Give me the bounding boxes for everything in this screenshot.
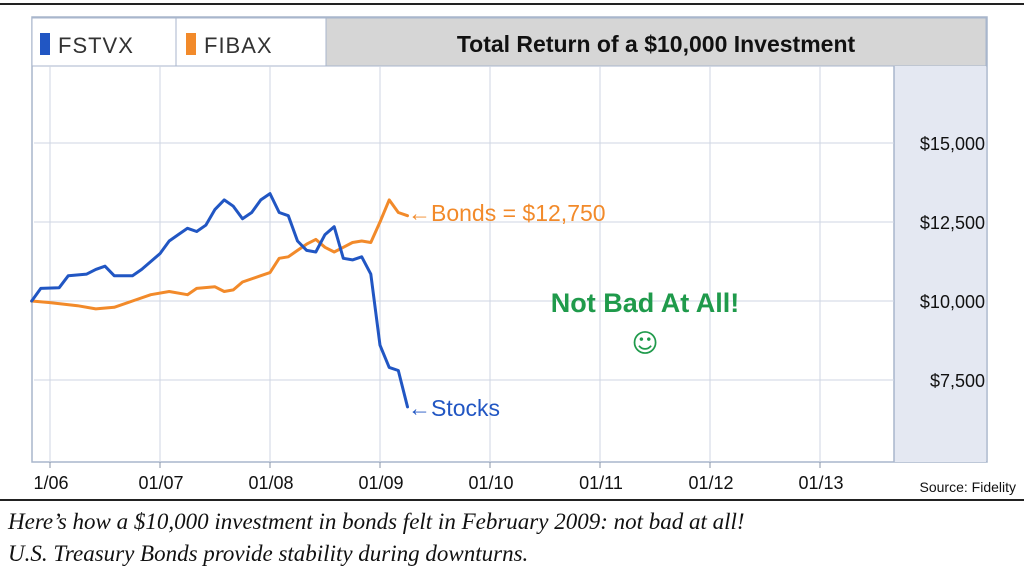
legend-label-fibax: FIBAX <box>204 33 273 58</box>
x-tick-label: 01/10 <box>468 473 513 493</box>
caption-divider <box>0 499 1024 501</box>
source-label: Source: Fidelity <box>920 479 1016 495</box>
x-tick-label: 01/11 <box>579 473 623 493</box>
axis-ticks: $15,000 $12,500 $10,000 $7,500 1/06 01/07 01/0… <box>33 134 985 493</box>
y-tick-label: $10,000 <box>920 292 985 312</box>
legend-swatch-fstvx <box>40 33 50 55</box>
x-tick-label: 01/07 <box>138 473 183 493</box>
bonds-annotation: ←Bonds = $12,750 <box>408 200 606 226</box>
y-tick-label: $15,000 <box>920 134 985 154</box>
y-tick-label: $7,500 <box>930 371 985 391</box>
chart: FSTVX FIBAX Total Return of a $10,000 In… <box>30 16 1016 495</box>
chart-title: Total Return of a $10,000 Investment <box>457 31 856 57</box>
stocks-annotation: ←Stocks <box>408 395 500 421</box>
series-line-fstvx <box>30 192 409 409</box>
series-line-fibax <box>30 198 409 311</box>
y-tick-label: $12,500 <box>920 213 985 233</box>
legend-swatch-fibax <box>186 33 196 55</box>
x-tick-label: 01/08 <box>248 473 293 493</box>
y-axis-panel <box>894 66 986 462</box>
legend-box-fibax[interactable] <box>175 17 327 67</box>
top-rule <box>0 3 1024 5</box>
x-tick-label: 01/12 <box>688 473 733 493</box>
legend-box-fstvx[interactable] <box>31 17 177 67</box>
chart-frame <box>31 16 988 463</box>
smiley-icon: ☺ <box>631 329 658 359</box>
title-bar <box>325 17 987 67</box>
x-tick-label: 01/09 <box>358 473 403 493</box>
x-tick-label: 01/13 <box>798 473 843 493</box>
caption-line-1: Here’s how a $10,000 investment in bonds… <box>8 509 745 534</box>
series <box>30 192 409 409</box>
x-tick-label: 1/06 <box>33 473 68 493</box>
headline-annotation: Not Bad At All! <box>551 288 739 318</box>
legend-label-fstvx: FSTVX <box>58 33 134 58</box>
caption-line-2: U.S. Treasury Bonds provide stability du… <box>8 541 529 566</box>
grid <box>34 66 894 462</box>
